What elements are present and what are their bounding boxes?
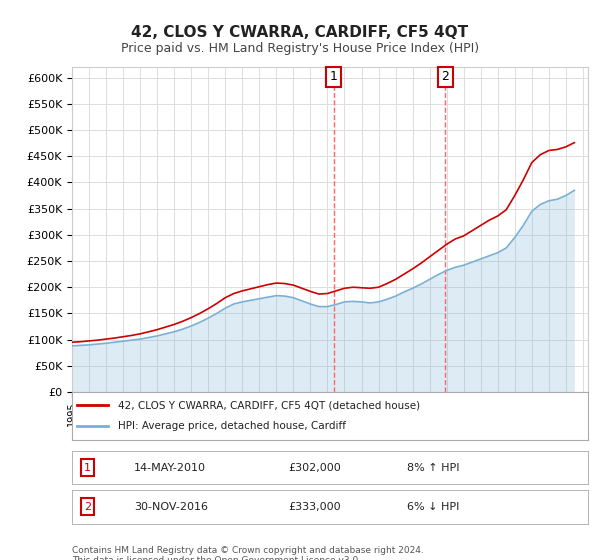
Text: £302,000: £302,000 <box>289 463 341 473</box>
Text: 2: 2 <box>84 502 91 512</box>
Text: 14-MAY-2010: 14-MAY-2010 <box>134 463 206 473</box>
Text: 6% ↓ HPI: 6% ↓ HPI <box>407 502 460 512</box>
Text: 42, CLOS Y CWARRA, CARDIFF, CF5 4QT (detached house): 42, CLOS Y CWARRA, CARDIFF, CF5 4QT (det… <box>118 400 421 410</box>
Text: 42, CLOS Y CWARRA, CARDIFF, CF5 4QT: 42, CLOS Y CWARRA, CARDIFF, CF5 4QT <box>131 25 469 40</box>
Text: Price paid vs. HM Land Registry's House Price Index (HPI): Price paid vs. HM Land Registry's House … <box>121 42 479 55</box>
Text: 1: 1 <box>330 71 338 83</box>
Text: 30-NOV-2016: 30-NOV-2016 <box>134 502 208 512</box>
Text: HPI: Average price, detached house, Cardiff: HPI: Average price, detached house, Card… <box>118 421 346 431</box>
Text: £333,000: £333,000 <box>289 502 341 512</box>
Text: 8% ↑ HPI: 8% ↑ HPI <box>407 463 460 473</box>
Text: 1: 1 <box>84 463 91 473</box>
Text: 2: 2 <box>442 71 449 83</box>
Text: Contains HM Land Registry data © Crown copyright and database right 2024.
This d: Contains HM Land Registry data © Crown c… <box>72 546 424 560</box>
